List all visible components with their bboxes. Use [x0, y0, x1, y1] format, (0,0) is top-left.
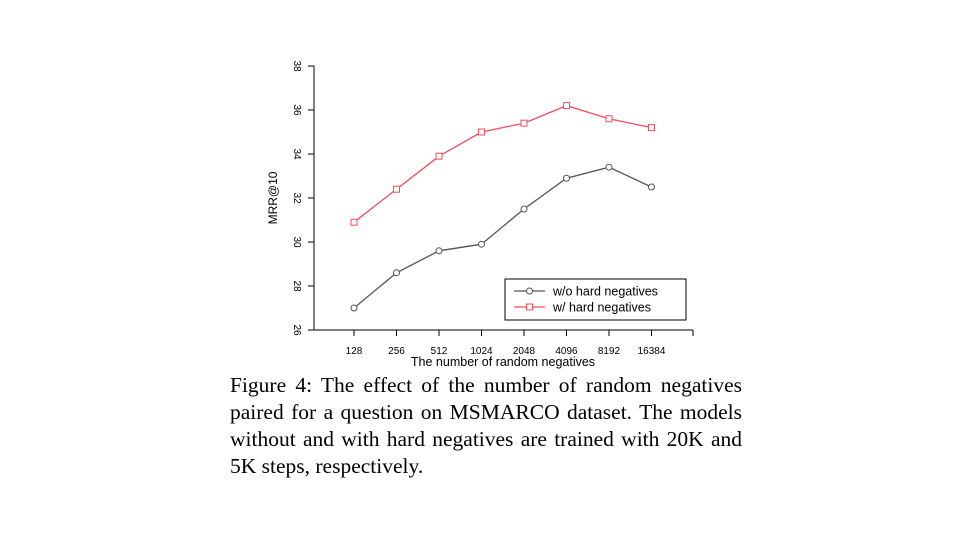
y-tick-label-34: 34 [291, 148, 302, 160]
y-tick-label-26: 26 [291, 324, 302, 336]
point-1-2 [435, 152, 443, 160]
x-tick-label-8192: 8192 [598, 346, 621, 357]
series-line-0 [353, 166, 652, 309]
point-0-7 [648, 183, 655, 191]
point-0-5 [563, 174, 570, 182]
point-0-3 [478, 240, 485, 248]
point-0-2 [435, 247, 443, 255]
point-1-3 [478, 128, 485, 136]
series-0 [350, 163, 655, 312]
point-0-1 [393, 269, 400, 277]
x-tick-label-256: 256 [388, 346, 405, 357]
legend-marker-wo [526, 287, 533, 295]
series-line-1 [353, 104, 652, 223]
point-0-0 [350, 304, 358, 312]
point-1-0 [350, 218, 358, 226]
line-chart: 26 28 30 32 34 36 38 128 256 512 1024 2048 4096 8192… [266, 60, 694, 369]
x-tick-label-128: 128 [346, 346, 363, 357]
x-tick-label-512: 512 [431, 346, 448, 357]
x-tick-label-16384: 16384 [638, 346, 666, 357]
legend-item-w-hard-negatives: w/ hard negatives [514, 301, 651, 315]
figure-caption: Figure 4: The effect of the number of ra… [230, 373, 742, 478]
point-0-6 [605, 163, 613, 171]
legend: w/o hard negatives w/ hard negatives [504, 278, 687, 321]
point-1-1 [393, 185, 400, 193]
series-1 [350, 102, 655, 226]
legend-label-wo: w/o hard negatives [552, 285, 658, 299]
x-tick-label-1024: 1024 [470, 346, 493, 357]
x-tick-label-2048: 2048 [513, 346, 536, 357]
legend-item-wo-hard-negatives: w/o hard negatives [514, 285, 658, 299]
x-axis-label: The number of random negatives [411, 355, 595, 369]
point-1-4 [520, 119, 528, 127]
series-layer [350, 102, 655, 312]
legend-marker-w [526, 303, 533, 311]
point-0-4 [520, 205, 528, 213]
legend-label-w: w/ hard negatives [552, 301, 651, 315]
y-axis-ticks: 26 28 30 32 34 36 38 [291, 60, 314, 336]
point-1-5 [563, 102, 570, 110]
y-tick-label-36: 36 [291, 104, 302, 116]
y-axis-label: MRR@10 [266, 171, 280, 224]
y-tick-label-38: 38 [291, 60, 302, 72]
y-tick-label-28: 28 [291, 280, 302, 292]
y-tick-label-30: 30 [291, 236, 302, 248]
point-1-7 [648, 124, 655, 132]
legend-box [504, 278, 687, 321]
x-axis-ticks: 128 256 512 1024 2048 4096 8192 16384 [346, 330, 694, 357]
x-tick-label-4096: 4096 [555, 346, 578, 357]
y-tick-label-32: 32 [291, 192, 302, 204]
point-1-6 [605, 115, 613, 123]
